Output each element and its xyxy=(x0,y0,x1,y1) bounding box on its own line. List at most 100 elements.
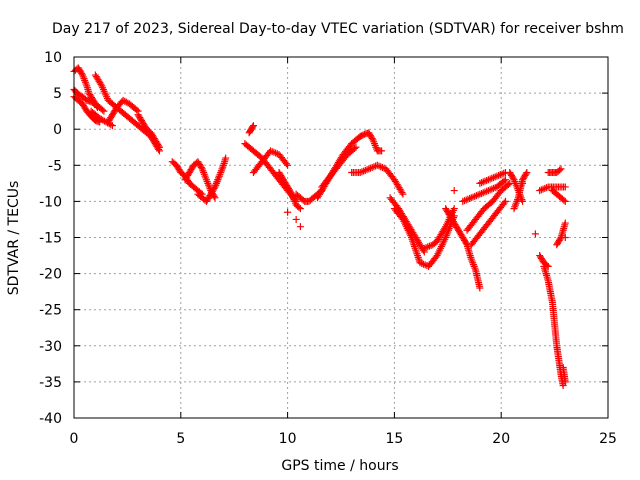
data-point xyxy=(559,382,567,390)
y-tick-label: -30 xyxy=(39,339,62,355)
data-point xyxy=(561,197,569,205)
data-point xyxy=(462,196,470,204)
data-point xyxy=(284,161,292,169)
x-axis-label: GPS time / hours xyxy=(281,458,398,474)
chart-title: Day 217 of 2023, Sidereal Day-to-day VTE… xyxy=(52,21,624,37)
data-point xyxy=(107,121,115,129)
data-point xyxy=(413,250,421,258)
data-point xyxy=(249,123,257,131)
data-point xyxy=(557,165,565,173)
outlier-point xyxy=(296,223,304,231)
data-point xyxy=(98,106,106,114)
data-point xyxy=(399,190,407,198)
plot-frame xyxy=(73,56,609,419)
data-point xyxy=(93,104,101,112)
data-point xyxy=(155,145,163,153)
data-point xyxy=(498,170,506,178)
data-point xyxy=(542,184,550,192)
data-point xyxy=(488,185,496,193)
data-point xyxy=(370,163,378,171)
data-point xyxy=(500,169,508,177)
data-point xyxy=(481,177,489,185)
data-point xyxy=(481,188,489,196)
data-point xyxy=(490,174,498,182)
data-point xyxy=(466,195,474,203)
data-point xyxy=(375,162,383,170)
data-point xyxy=(267,147,275,155)
data-point xyxy=(419,260,427,268)
y-tick-labels: 10 5 0 -5 -10 -15 -20 -25 -30 -35 -40 xyxy=(39,50,62,427)
data-point xyxy=(476,179,484,187)
data-point xyxy=(358,168,366,176)
data-point xyxy=(488,174,496,182)
data-point xyxy=(424,243,432,251)
data-points xyxy=(70,64,569,390)
data-point xyxy=(539,185,547,193)
data-point xyxy=(361,166,369,174)
data-point xyxy=(270,148,278,156)
data-point xyxy=(296,205,304,213)
data-point xyxy=(368,163,376,171)
data-point xyxy=(365,165,373,173)
data-point xyxy=(210,184,218,192)
y-tick-label: -20 xyxy=(39,267,62,283)
data-point xyxy=(360,167,368,175)
x-tick-label: 25 xyxy=(599,431,617,447)
data-point xyxy=(268,148,276,156)
data-point xyxy=(373,161,381,169)
data-point xyxy=(108,122,116,130)
data-point xyxy=(501,176,509,184)
data-point xyxy=(474,191,482,199)
data-point xyxy=(356,169,364,177)
data-point xyxy=(197,163,205,171)
data-point xyxy=(351,144,359,152)
data-point xyxy=(556,166,564,174)
data-point xyxy=(366,164,374,172)
data-point xyxy=(476,190,484,198)
data-point xyxy=(414,253,422,261)
data-point xyxy=(493,172,501,180)
y-tick-label: -25 xyxy=(39,303,62,319)
data-point xyxy=(471,192,479,200)
data-point xyxy=(561,378,569,386)
data-point xyxy=(484,187,492,195)
data-point xyxy=(504,181,512,189)
data-point xyxy=(476,284,484,292)
data-point xyxy=(133,106,141,114)
x-tick-labels: 0 5 10 15 20 25 xyxy=(70,431,617,447)
y-tick-label: -10 xyxy=(39,194,62,210)
y-tick-label: -35 xyxy=(39,375,62,391)
data-point xyxy=(560,196,568,204)
data-point xyxy=(398,189,406,197)
outlier-point xyxy=(519,179,527,187)
data-point xyxy=(478,189,486,197)
data-point xyxy=(418,259,426,267)
data-point xyxy=(483,187,491,195)
data-point xyxy=(272,149,280,157)
outlier-point xyxy=(531,230,539,238)
data-point xyxy=(501,197,509,205)
data-point xyxy=(561,219,569,227)
data-point xyxy=(500,177,508,185)
y-tick-label: -40 xyxy=(39,411,62,427)
outlier-point xyxy=(561,234,569,241)
data-point xyxy=(368,135,376,143)
x-tick-label: 0 xyxy=(70,431,79,447)
data-point xyxy=(486,175,494,183)
data-point xyxy=(282,160,290,168)
data-point xyxy=(422,244,430,252)
data-point xyxy=(500,199,508,207)
data-point xyxy=(377,163,385,171)
data-point xyxy=(541,184,549,192)
x-tick-label: 20 xyxy=(492,431,510,447)
x-tick-label: 10 xyxy=(279,431,297,447)
data-point xyxy=(483,176,491,184)
data-point xyxy=(486,186,494,194)
data-point xyxy=(450,205,458,213)
data-point xyxy=(425,242,433,250)
data-point xyxy=(155,147,163,155)
data-point xyxy=(472,192,480,200)
data-point xyxy=(420,244,428,252)
data-point xyxy=(537,186,545,194)
data-point xyxy=(414,252,422,260)
